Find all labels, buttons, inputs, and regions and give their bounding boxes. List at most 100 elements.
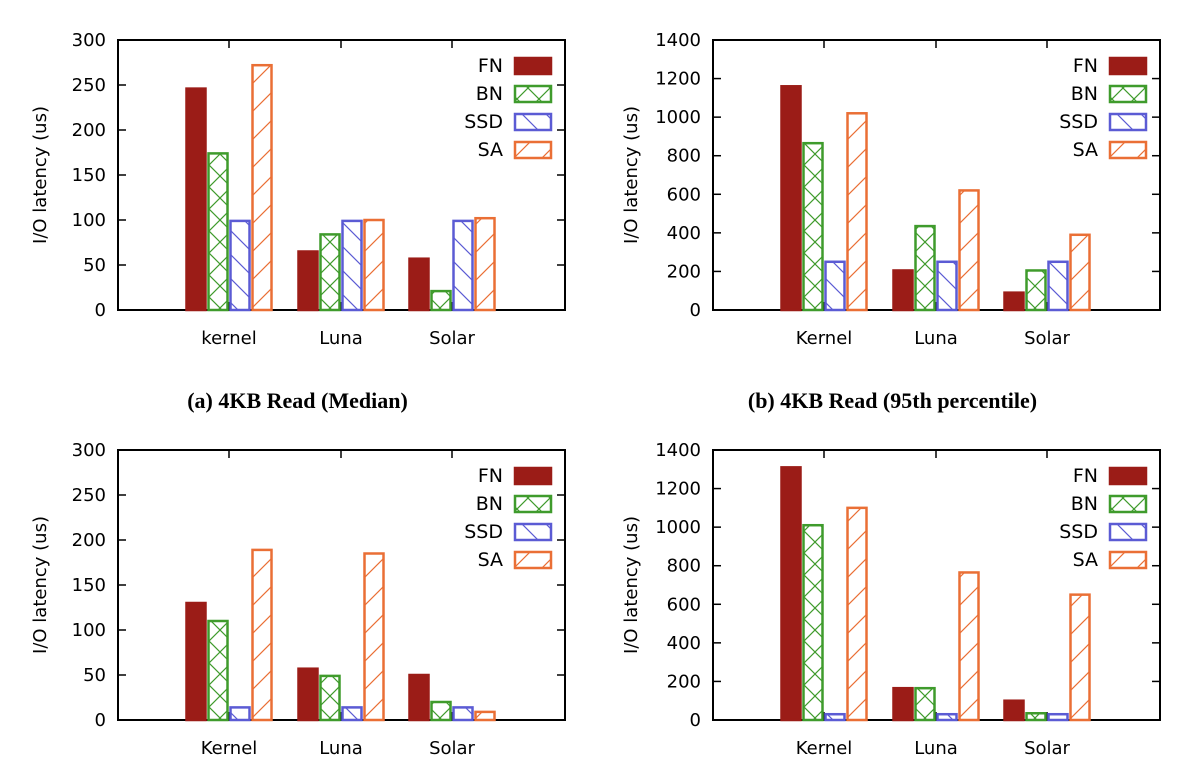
bar-bn-kernel — [207, 152, 229, 312]
bar-ssd-kernel — [229, 219, 251, 312]
y-tick-label: 0 — [95, 300, 106, 321]
x-tick-label: Solar — [429, 738, 475, 759]
legend-label-fn: FN — [1073, 465, 1098, 487]
y-axis-title: I/O latency (us) — [30, 106, 51, 244]
y-tick-label: 0 — [690, 710, 701, 731]
legend-label-fn: FN — [478, 465, 503, 487]
bar-fn-kernel — [780, 466, 802, 722]
legend-swatch-fn — [513, 56, 553, 76]
bar-bn-solar — [430, 289, 452, 312]
chart-panel-a: 0 50 100 150 200 250 300 I/O latency (us) kernel… — [0, 0, 595, 420]
bar-sa-kernel — [251, 548, 273, 722]
bar-fn-luna — [297, 667, 319, 722]
y-tick-label: 200 — [667, 261, 701, 282]
legend-label-bn: BN — [1071, 493, 1098, 515]
legend-swatch-ssd — [513, 522, 553, 542]
bar-sa-kernel — [251, 63, 273, 312]
bar-ssd-solar — [1047, 260, 1069, 312]
y-tick-label: 250 — [72, 75, 106, 96]
legend-label-ssd: SSD — [1059, 111, 1098, 133]
bar-sa-luna — [363, 552, 385, 722]
bar-fn-solar — [408, 257, 430, 312]
bar-bn-solar — [1025, 712, 1047, 722]
bar-sa-solar — [1069, 233, 1091, 312]
legend-swatch-sa — [1108, 550, 1148, 570]
chart-panel-c: 0 50 100 150 200 250 300 I/O latency (us) Kernel… — [0, 410, 595, 780]
y-tick-label: 200 — [667, 671, 701, 692]
y-tick-label: 1000 — [655, 517, 701, 538]
caption-b: (b) 4KB Read (95th percentile) — [747, 388, 1038, 413]
bar-bn-solar — [1025, 269, 1047, 312]
x-tick-label: Solar — [1024, 738, 1070, 759]
bar-sa-kernel — [846, 506, 868, 722]
y-tick-label: 50 — [83, 665, 106, 686]
x-tick-label: Luna — [319, 328, 363, 349]
bar-ssd-kernel — [824, 712, 846, 722]
y-tick-label: 400 — [667, 223, 701, 244]
legend-label-ssd: SSD — [1059, 521, 1098, 543]
y-tick-label: 1200 — [655, 69, 701, 90]
legend-swatch-sa — [513, 140, 553, 160]
bar-sa-luna — [958, 189, 980, 312]
x-tick-label: kernel — [201, 328, 256, 349]
bar-fn-solar — [1003, 291, 1025, 312]
y-tick-label: 800 — [667, 556, 701, 577]
chart-a-svg: 0 50 100 150 200 250 300 I/O latency (us) kernel… — [30, 30, 566, 349]
bar-ssd-kernel — [824, 260, 846, 312]
y-tick-label: 600 — [667, 594, 701, 615]
legend-swatch-bn — [1108, 84, 1148, 104]
bar-ssd-luna — [341, 706, 363, 722]
bar-bn-kernel — [802, 523, 824, 722]
legend-swatch-ssd — [513, 112, 553, 132]
legend-label-ssd: SSD — [464, 521, 503, 543]
legend-label-bn: BN — [476, 83, 503, 105]
bar-ssd-kernel — [229, 706, 251, 722]
bar-bn-kernel — [802, 141, 824, 312]
legend-swatch-fn — [1108, 56, 1148, 76]
legend-label-fn: FN — [1073, 55, 1098, 77]
y-tick-label: 200 — [72, 530, 106, 551]
chart-b-svg: 0 200 400 600 800 1000 1200 1400 I/O latency (us… — [621, 30, 1161, 349]
x-tick-label: Luna — [914, 328, 958, 349]
bar-sa-solar — [474, 710, 496, 722]
y-tick-label: 800 — [667, 146, 701, 167]
bar-fn-solar — [1003, 699, 1025, 722]
legend-swatch-fn — [1108, 466, 1148, 486]
y-axis-title: I/O latency (us) — [621, 106, 642, 244]
bar-bn-luna — [319, 674, 341, 722]
y-tick-label: 200 — [72, 120, 106, 141]
bar-ssd-solar — [1047, 712, 1069, 722]
legend-swatch-fn — [513, 466, 553, 486]
legend-label-sa: SA — [478, 549, 503, 571]
y-tick-label: 0 — [95, 710, 106, 731]
bar-bn-luna — [319, 233, 341, 312]
plot-frame — [712, 449, 1161, 721]
plot-frame — [117, 449, 566, 721]
bar-fn-kernel — [780, 85, 802, 312]
legend-swatch-sa — [1108, 140, 1148, 160]
legend-label-bn: BN — [1071, 83, 1098, 105]
bar-ssd-solar — [452, 219, 474, 312]
y-tick-label: 150 — [72, 165, 106, 186]
legend-swatch-bn — [513, 494, 553, 514]
legend-label-sa: SA — [1073, 549, 1098, 571]
y-tick-label: 1200 — [655, 479, 701, 500]
bar-ssd-solar — [452, 706, 474, 722]
y-tick-label: 100 — [72, 620, 106, 641]
legend-swatch-sa — [513, 550, 553, 570]
bar-sa-solar — [474, 216, 496, 312]
x-tick-label: Kernel — [201, 738, 258, 759]
bar-fn-kernel — [185, 601, 207, 722]
bar-ssd-luna — [936, 712, 958, 722]
x-tick-label: Kernel — [796, 328, 853, 349]
y-tick-label: 150 — [72, 575, 106, 596]
y-tick-label: 100 — [72, 210, 106, 231]
x-tick-label: Solar — [429, 328, 475, 349]
y-tick-label: 400 — [667, 633, 701, 654]
bar-fn-luna — [892, 269, 914, 312]
bar-ssd-luna — [341, 219, 363, 312]
y-axis-title: I/O latency (us) — [30, 516, 51, 654]
y-tick-label: 600 — [667, 184, 701, 205]
x-tick-label: Luna — [914, 738, 958, 759]
